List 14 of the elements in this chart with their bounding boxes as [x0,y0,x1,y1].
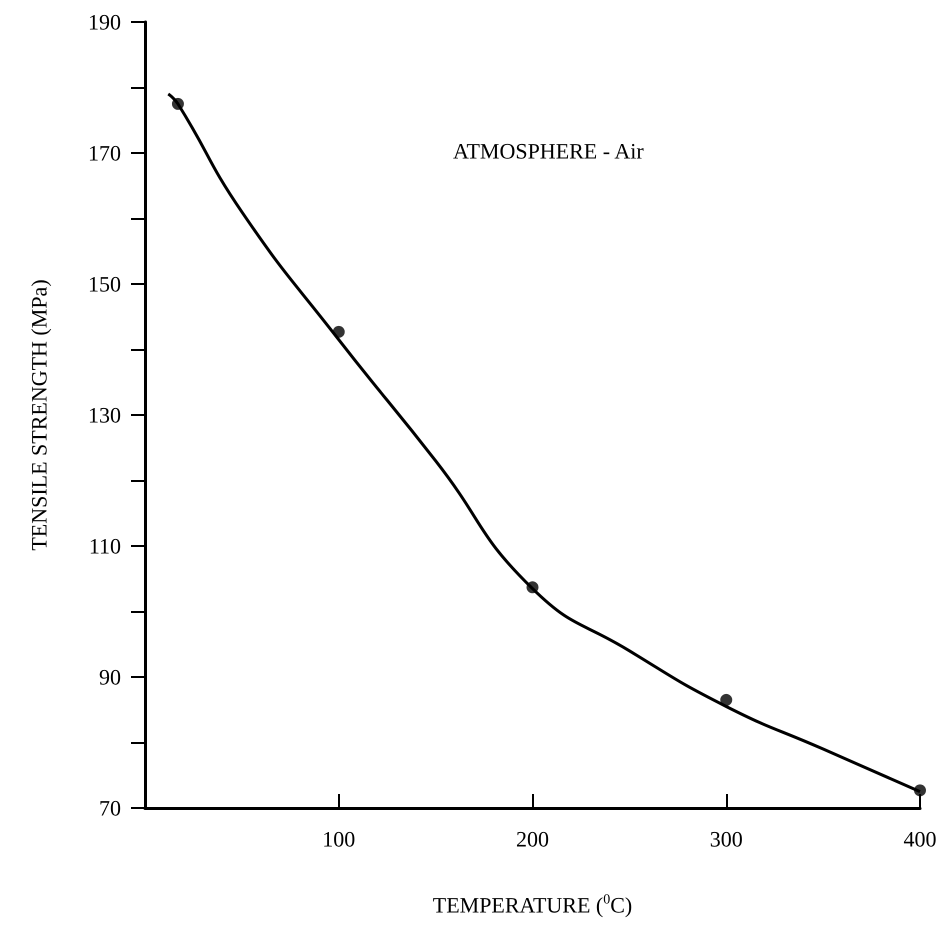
y-axis-title: TENSILE STRENGTH (MPa) [26,279,52,551]
x-tick-label: 200 [516,826,549,852]
x-tick-label: 100 [322,826,356,852]
point [720,694,732,706]
x-tick-label: 400 [904,826,936,852]
y-tick-label: 170 [88,140,121,166]
y-tick-label: 190 [88,10,121,34]
y-tick-label: 150 [88,272,121,296]
x-tick-label: 300 [710,826,743,852]
y-tick-label: 110 [88,534,121,558]
y-tick-label: 130 [88,402,121,428]
y-tick-label: 90 [99,664,121,690]
annotation: ATMOSPHERE - Air [453,138,644,164]
y-tick-label: 70 [99,796,121,820]
